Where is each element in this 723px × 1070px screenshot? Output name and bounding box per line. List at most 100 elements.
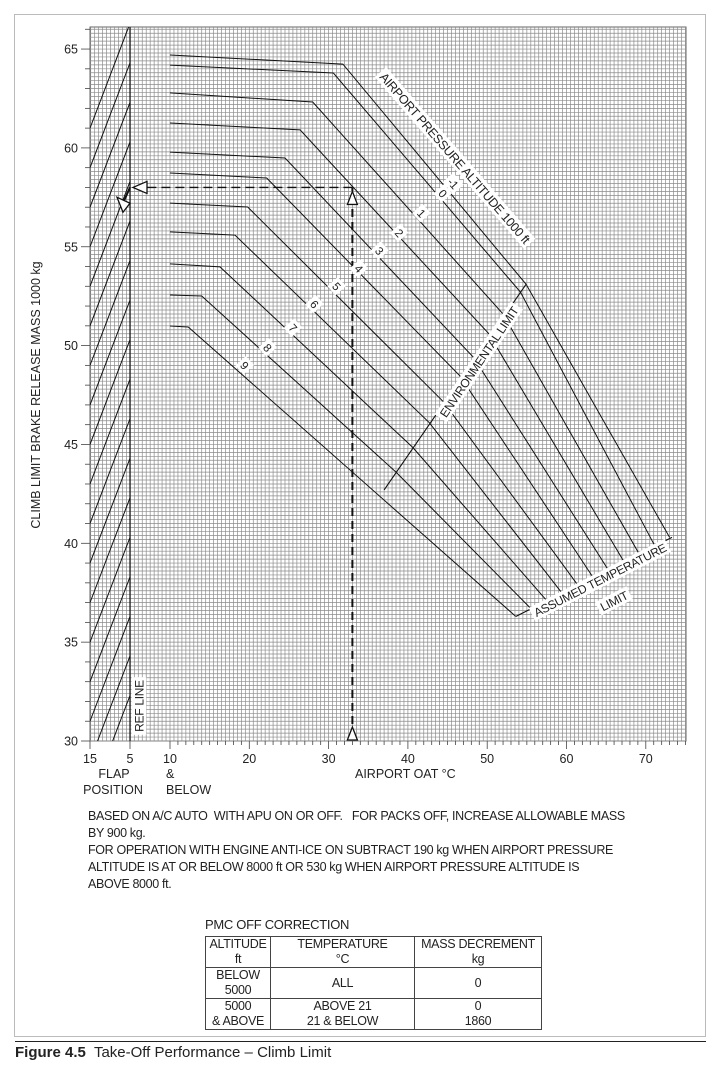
cell-altitude: BELOW 5000 xyxy=(205,967,271,999)
x-tick-label: 60 xyxy=(560,752,574,766)
arrow-down-left-icon xyxy=(115,195,132,214)
flap-guide-line xyxy=(90,181,131,287)
curve-label-background xyxy=(370,241,389,260)
curve-label-background xyxy=(442,172,464,194)
curve-label: 3 xyxy=(370,241,389,260)
assumed-temperature-limit-label-background xyxy=(528,538,672,622)
page-frame xyxy=(14,14,706,1037)
curve-label: 1 xyxy=(412,203,431,223)
curve-label-background xyxy=(389,223,409,243)
flap-guide-line xyxy=(90,141,131,247)
y-tick-label: 65 xyxy=(64,43,78,57)
header-mass-decrement: MASS DECREMENT kg xyxy=(414,936,542,968)
curve-label: 7 xyxy=(283,318,303,337)
header-temperature: TEMPERATURE °C xyxy=(270,936,415,968)
altitude-curve-7 xyxy=(169,263,548,601)
arrow-up-icon xyxy=(346,189,359,206)
altitude-curve-8 xyxy=(169,294,532,609)
flap-guide-line xyxy=(90,458,131,564)
altitude-curves xyxy=(169,54,671,617)
altitude-curve-4 xyxy=(169,172,594,578)
y-tick-label: 50 xyxy=(64,339,78,353)
figure-title: Take-Off Performance – Climb Limit xyxy=(93,1044,332,1061)
curve-label-background xyxy=(412,203,431,223)
flap-axis-label-line1: FLAP xyxy=(98,767,129,781)
altitude-curve-6 xyxy=(169,231,563,594)
flap-guide-lines xyxy=(90,27,131,741)
flap-guide-line xyxy=(90,102,131,208)
note-line: FOR OPERATION WITH ENGINE ANTI-ICE ON SU… xyxy=(88,843,613,857)
x-tick-label: 10 xyxy=(163,752,177,766)
flap-guide-line xyxy=(90,616,131,722)
curve-label-background xyxy=(433,184,453,203)
x-tick-label: 30 xyxy=(322,752,336,766)
x-axis-title: AIRPORT OAT °C xyxy=(355,767,456,781)
chart-grid xyxy=(89,26,687,742)
x-tick-label: 20 xyxy=(242,752,256,766)
flap-guide-line xyxy=(90,576,131,682)
figure-caption: Figure 4.5 Take-Off Performance – Climb … xyxy=(15,1041,706,1061)
cell-temperature: ALL xyxy=(270,967,415,999)
below-label-line2: BELOW xyxy=(166,783,211,797)
curve-label-background xyxy=(305,294,324,314)
chart-notes: BASED ON A/C AUTO WITH APU ON OR OFF. FO… xyxy=(88,808,688,893)
below-label-line1: & xyxy=(166,767,175,781)
curve-label: 9 xyxy=(235,356,254,375)
curve-label: 8 xyxy=(258,338,277,357)
altitude-curve-5 xyxy=(169,202,579,586)
flap-guide-line xyxy=(90,220,131,327)
curve-label-background xyxy=(283,318,303,337)
cell-temperature: ABOVE 21 21 & BELOW xyxy=(270,998,415,1030)
curve-label-background xyxy=(349,259,369,278)
flap-guide-line xyxy=(112,695,131,741)
ref-line-label: REF LINE xyxy=(131,677,147,735)
note-line: BY 900 kg. xyxy=(88,826,146,840)
x-tick-label: 40 xyxy=(401,752,415,766)
flap-axis-label-line2: POSITION xyxy=(83,783,143,797)
altitude-curve-9 xyxy=(169,325,517,617)
cell-altitude: 5000 & ABOVE xyxy=(205,998,271,1030)
table-row: 5000 & ABOVE ABOVE 21 21 & BELOW 0 1860 xyxy=(205,998,542,1030)
curve-label: 6 xyxy=(305,294,324,314)
arrow-left-icon xyxy=(131,180,148,195)
curve-label: 0 xyxy=(433,184,453,203)
pmc-off-correction-table: ALTITUDE ft TEMPERATURE °C MASS DECREMENT k… xyxy=(205,936,542,1030)
table-row: BELOW 5000 ALL 0 xyxy=(205,967,542,999)
curve-label-background xyxy=(258,338,277,357)
table-header-row: ALTITUDE ft TEMPERATURE °C MASS DECREMENT k… xyxy=(205,936,542,968)
y-axis-title: CLIMB LIMIT BRAKE RELEASE MASS 1000 kg xyxy=(29,261,43,528)
flap-guide-line xyxy=(97,655,131,741)
assumed-temperature-limit-label-line2-background xyxy=(594,586,633,616)
ref-line-label-background xyxy=(131,677,147,735)
environmental-limit-label-background xyxy=(434,301,524,423)
flap-guide-line xyxy=(90,418,131,524)
flap-guide-line xyxy=(90,260,131,366)
y-tick-label: 55 xyxy=(64,240,78,254)
y-tick-label: 45 xyxy=(64,438,78,452)
pmc-table-title: PMC OFF CORRECTION xyxy=(205,917,350,932)
altitude-curve-0 xyxy=(169,64,655,546)
arrow-up-icon xyxy=(346,725,359,741)
header-altitude: ALTITUDE ft xyxy=(205,936,271,968)
flap-guide-line xyxy=(90,497,131,603)
y-tick-label: 40 xyxy=(64,537,78,551)
curve-label: 4 xyxy=(349,259,369,278)
flap-guide-line xyxy=(90,339,131,445)
flap-guide-line xyxy=(90,27,130,129)
cell-decrement: 0 1860 xyxy=(414,998,542,1030)
curve-label-background xyxy=(235,356,254,375)
curve-label-background xyxy=(327,277,346,296)
curve-label: -1 xyxy=(442,172,464,194)
curve-label: 2 xyxy=(389,223,409,243)
y-tick-label: 35 xyxy=(64,636,78,650)
flap-tick-label: 5 xyxy=(127,752,134,766)
flap-guide-line xyxy=(90,299,131,406)
figure-number: Figure 4.5 xyxy=(15,1044,86,1061)
altitude-curve-1 xyxy=(169,92,640,554)
ref-line-label-text: REF LINE xyxy=(132,680,146,732)
series-title-label-background xyxy=(374,67,536,249)
altitude-curve--1 xyxy=(169,54,671,538)
x-tick-label: 50 xyxy=(480,752,494,766)
flap-guide-line xyxy=(90,379,131,485)
